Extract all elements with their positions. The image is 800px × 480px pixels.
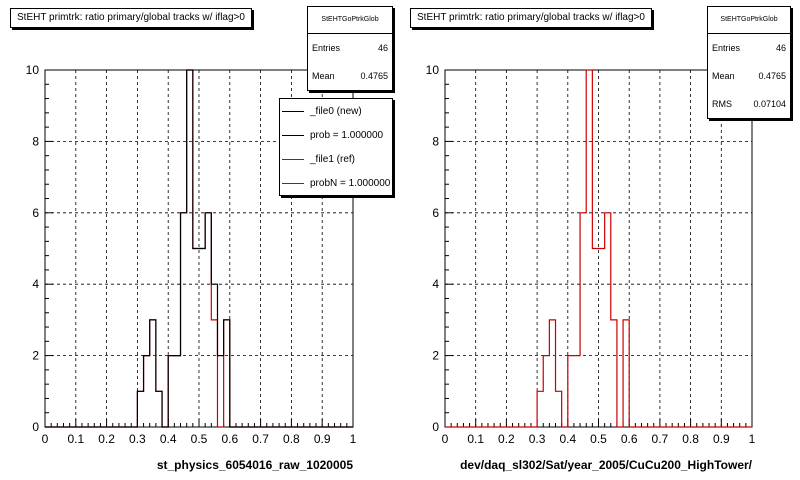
stats-entries-label: Entries (712, 43, 741, 53)
stats-box-right: StEHTGoPtrkGlob Entries 46 Mean 0.4765 R… (707, 6, 791, 119)
y-tick-label: 4 (432, 277, 439, 291)
stats-mean-value: 0.4765 (758, 71, 786, 81)
y-tick-label: 0 (32, 420, 39, 434)
y-tick-label: 10 (426, 63, 440, 77)
stats-row-entries: Entries 46 (708, 34, 790, 62)
legend-entry-file0: _file0 (new) (280, 99, 392, 123)
stats-rms-label: RMS (712, 99, 732, 109)
x-tick-label: 1 (350, 432, 357, 446)
x-tick-label: 0.4 (160, 432, 177, 446)
x-tick-label: 0 (442, 432, 449, 446)
y-tick-label: 2 (32, 349, 39, 363)
x-tick-label: 0.3 (529, 432, 546, 446)
legend-line-prob (282, 134, 304, 136)
legend-label: probN = 1.000000 (310, 177, 391, 189)
stats-mean-label: Mean (712, 71, 735, 81)
x-tick-label: 0.1 (67, 432, 84, 446)
stats-mean-label: Mean (312, 71, 335, 81)
x-tick-label: 0.9 (713, 432, 730, 446)
legend-entry-file1: _file1 (ref) (280, 147, 392, 171)
y-tick-label: 0 (432, 420, 439, 434)
y-tick-label: 2 (432, 349, 439, 363)
x-tick-label: 0.7 (252, 432, 269, 446)
x-tick-label: 0.6 (221, 432, 238, 446)
x-tick-label: 0.9 (314, 432, 331, 446)
y-tick-label: 4 (32, 277, 39, 291)
x-tick-label: 0.8 (682, 432, 699, 446)
stats-name: StEHTGoPtrkGlob (708, 7, 790, 34)
stats-row-mean: Mean 0.4765 (308, 62, 392, 90)
legend-line-ref (282, 158, 304, 160)
legend-entry-prob: prob = 1.000000 (280, 123, 392, 147)
x-tick-label: 0.4 (559, 432, 576, 446)
y-tick-label: 8 (32, 134, 39, 148)
x-axis-label: dev/daq_sl302/Sat/year_2005/CuCu200_High… (460, 458, 753, 472)
stats-name: StEHTGoPtrkGlob (308, 7, 392, 34)
x-tick-label: 0.8 (283, 432, 300, 446)
legend-label: prob = 1.000000 (310, 129, 384, 141)
x-tick-label: 0 (42, 432, 49, 446)
legend-line-probn (282, 182, 304, 184)
x-tick-label: 0.5 (191, 432, 208, 446)
x-tick-label: 0.7 (652, 432, 669, 446)
legend-entry-probn: probN = 1.000000 (280, 171, 392, 195)
y-tick-label: 8 (432, 134, 439, 148)
y-tick-label: 6 (432, 206, 439, 220)
x-tick-label: 0.2 (98, 432, 115, 446)
x-tick-label: 1 (749, 432, 756, 446)
stats-entries-value: 46 (775, 43, 786, 53)
stats-row-rms: RMS 0.07104 (708, 90, 790, 118)
y-tick-label: 6 (32, 206, 39, 220)
y-tick-label: 10 (26, 63, 40, 77)
x-tick-label: 0.5 (590, 432, 607, 446)
stats-row-mean: Mean 0.4765 (708, 62, 790, 90)
stats-entries-label: Entries (312, 43, 341, 53)
stats-box-left: StEHTGoPtrkGlob Entries 46 Mean 0.4765 (307, 6, 393, 91)
histogram-series (445, 69, 752, 428)
chart-title-left: StEHT primtrk: ratio primary/global trac… (10, 8, 252, 28)
stats-mean-value: 0.4765 (360, 71, 388, 81)
histogram-series (45, 69, 353, 428)
x-tick-label: 0.2 (498, 432, 515, 446)
stats-rms-value: 0.07104 (753, 99, 786, 109)
legend-line-new (282, 110, 304, 112)
x-tick-label: 0.1 (467, 432, 484, 446)
stats-entries-value: 46 (377, 43, 388, 53)
stats-row-entries: Entries 46 (308, 34, 392, 62)
legend-label: _file1 (ref) (310, 153, 356, 165)
x-axis-label: st_physics_6054016_raw_1020005 (157, 458, 353, 472)
x-tick-label: 0.3 (129, 432, 146, 446)
legend-box: _file0 (new) prob = 1.000000 _file1 (ref… (279, 98, 393, 196)
chart-title-right: StEHT primtrk: ratio primary/global trac… (410, 8, 652, 28)
x-tick-label: 0.6 (621, 432, 638, 446)
legend-label: _file0 (new) (310, 105, 362, 117)
